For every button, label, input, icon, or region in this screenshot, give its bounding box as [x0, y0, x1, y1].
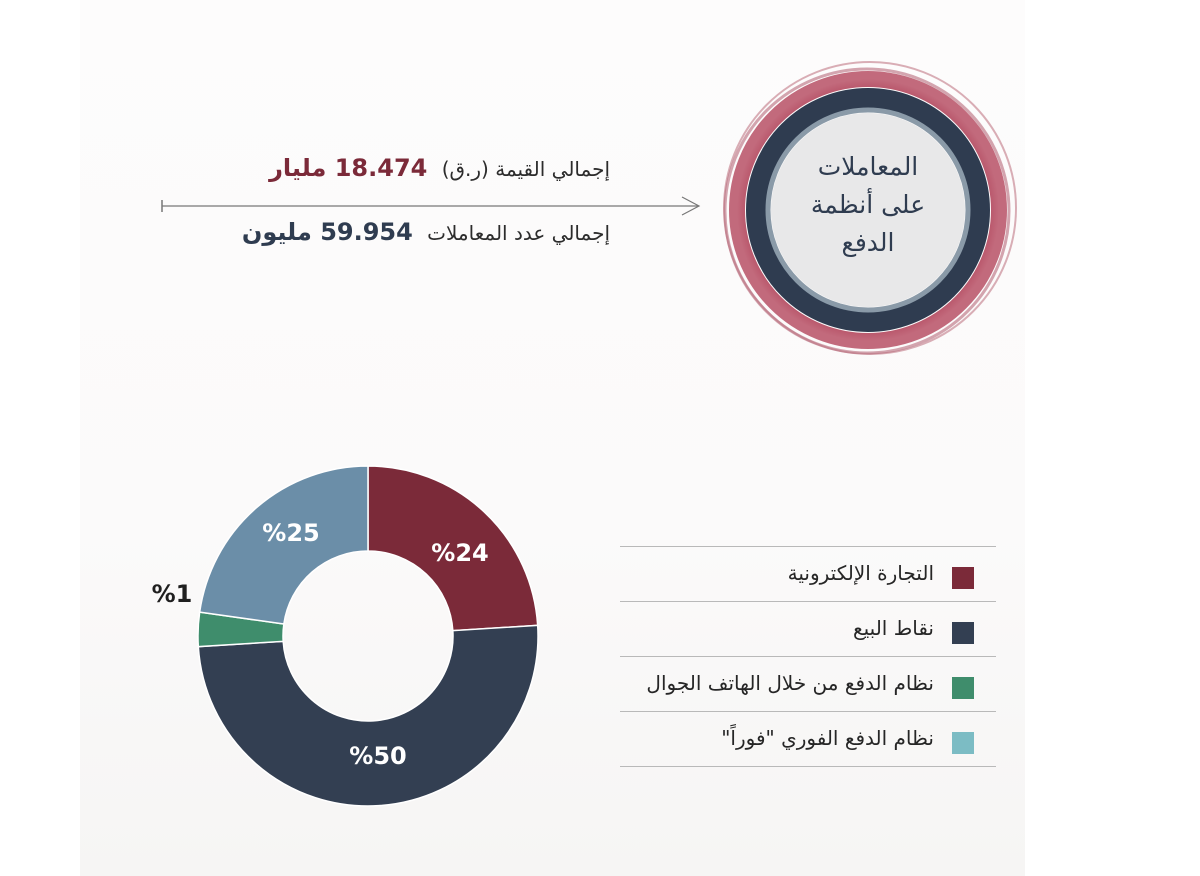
legend-item-ecommerce: التجارة الإلكترونية	[620, 546, 996, 601]
arrow-right-icon	[161, 196, 701, 216]
slice-label-mobile: %1	[151, 580, 193, 608]
legend-swatch-icon	[952, 732, 974, 754]
title-badge: المعاملات على أنظمة الدفع	[718, 60, 1018, 360]
slice-ecommerce[interactable]	[367, 465, 539, 632]
donut-svg	[197, 465, 539, 807]
legend-item-mobile: نظام الدفع من خلال الهاتف الجوال	[620, 656, 996, 711]
total-count-label: إجمالي عدد المعاملات	[427, 221, 610, 245]
slice-fawran[interactable]	[198, 465, 369, 625]
legend-swatch-icon	[952, 622, 974, 644]
total-count-number: 59.954 مليون	[241, 218, 413, 246]
total-value-label: إجمالي القيمة (ر.ق)	[441, 157, 610, 181]
legend-swatch-icon	[952, 677, 974, 699]
slice-label-pos: %50	[349, 742, 407, 770]
slice-pos[interactable]	[197, 624, 539, 807]
legend-item-pos: نقاط البيع	[620, 601, 996, 656]
totals-block: إجمالي القيمة (ر.ق) 18.474 مليار إجمالي …	[160, 150, 705, 260]
badge-rings-icon	[723, 61, 1017, 355]
slice-label-ecommerce: %24	[431, 539, 489, 567]
legend-item-fawran: نظام الدفع الفوري "فوراً"	[620, 711, 996, 767]
total-count: إجمالي عدد المعاملات 59.954 مليون	[242, 218, 610, 246]
badge-title: المعاملات على أنظمة الدفع	[810, 152, 926, 257]
total-value-number: 18.474 مليار	[269, 154, 428, 182]
legend-swatch-icon	[952, 567, 974, 589]
total-value: إجمالي القيمة (ر.ق) 18.474 مليار	[269, 154, 610, 182]
donut-chart: %24 %50 %1 %25	[152, 458, 546, 814]
slice-label-fawran: %25	[262, 519, 320, 547]
chart-legend: التجارة الإلكترونية نقاط البيع نظام الدف…	[620, 546, 996, 767]
